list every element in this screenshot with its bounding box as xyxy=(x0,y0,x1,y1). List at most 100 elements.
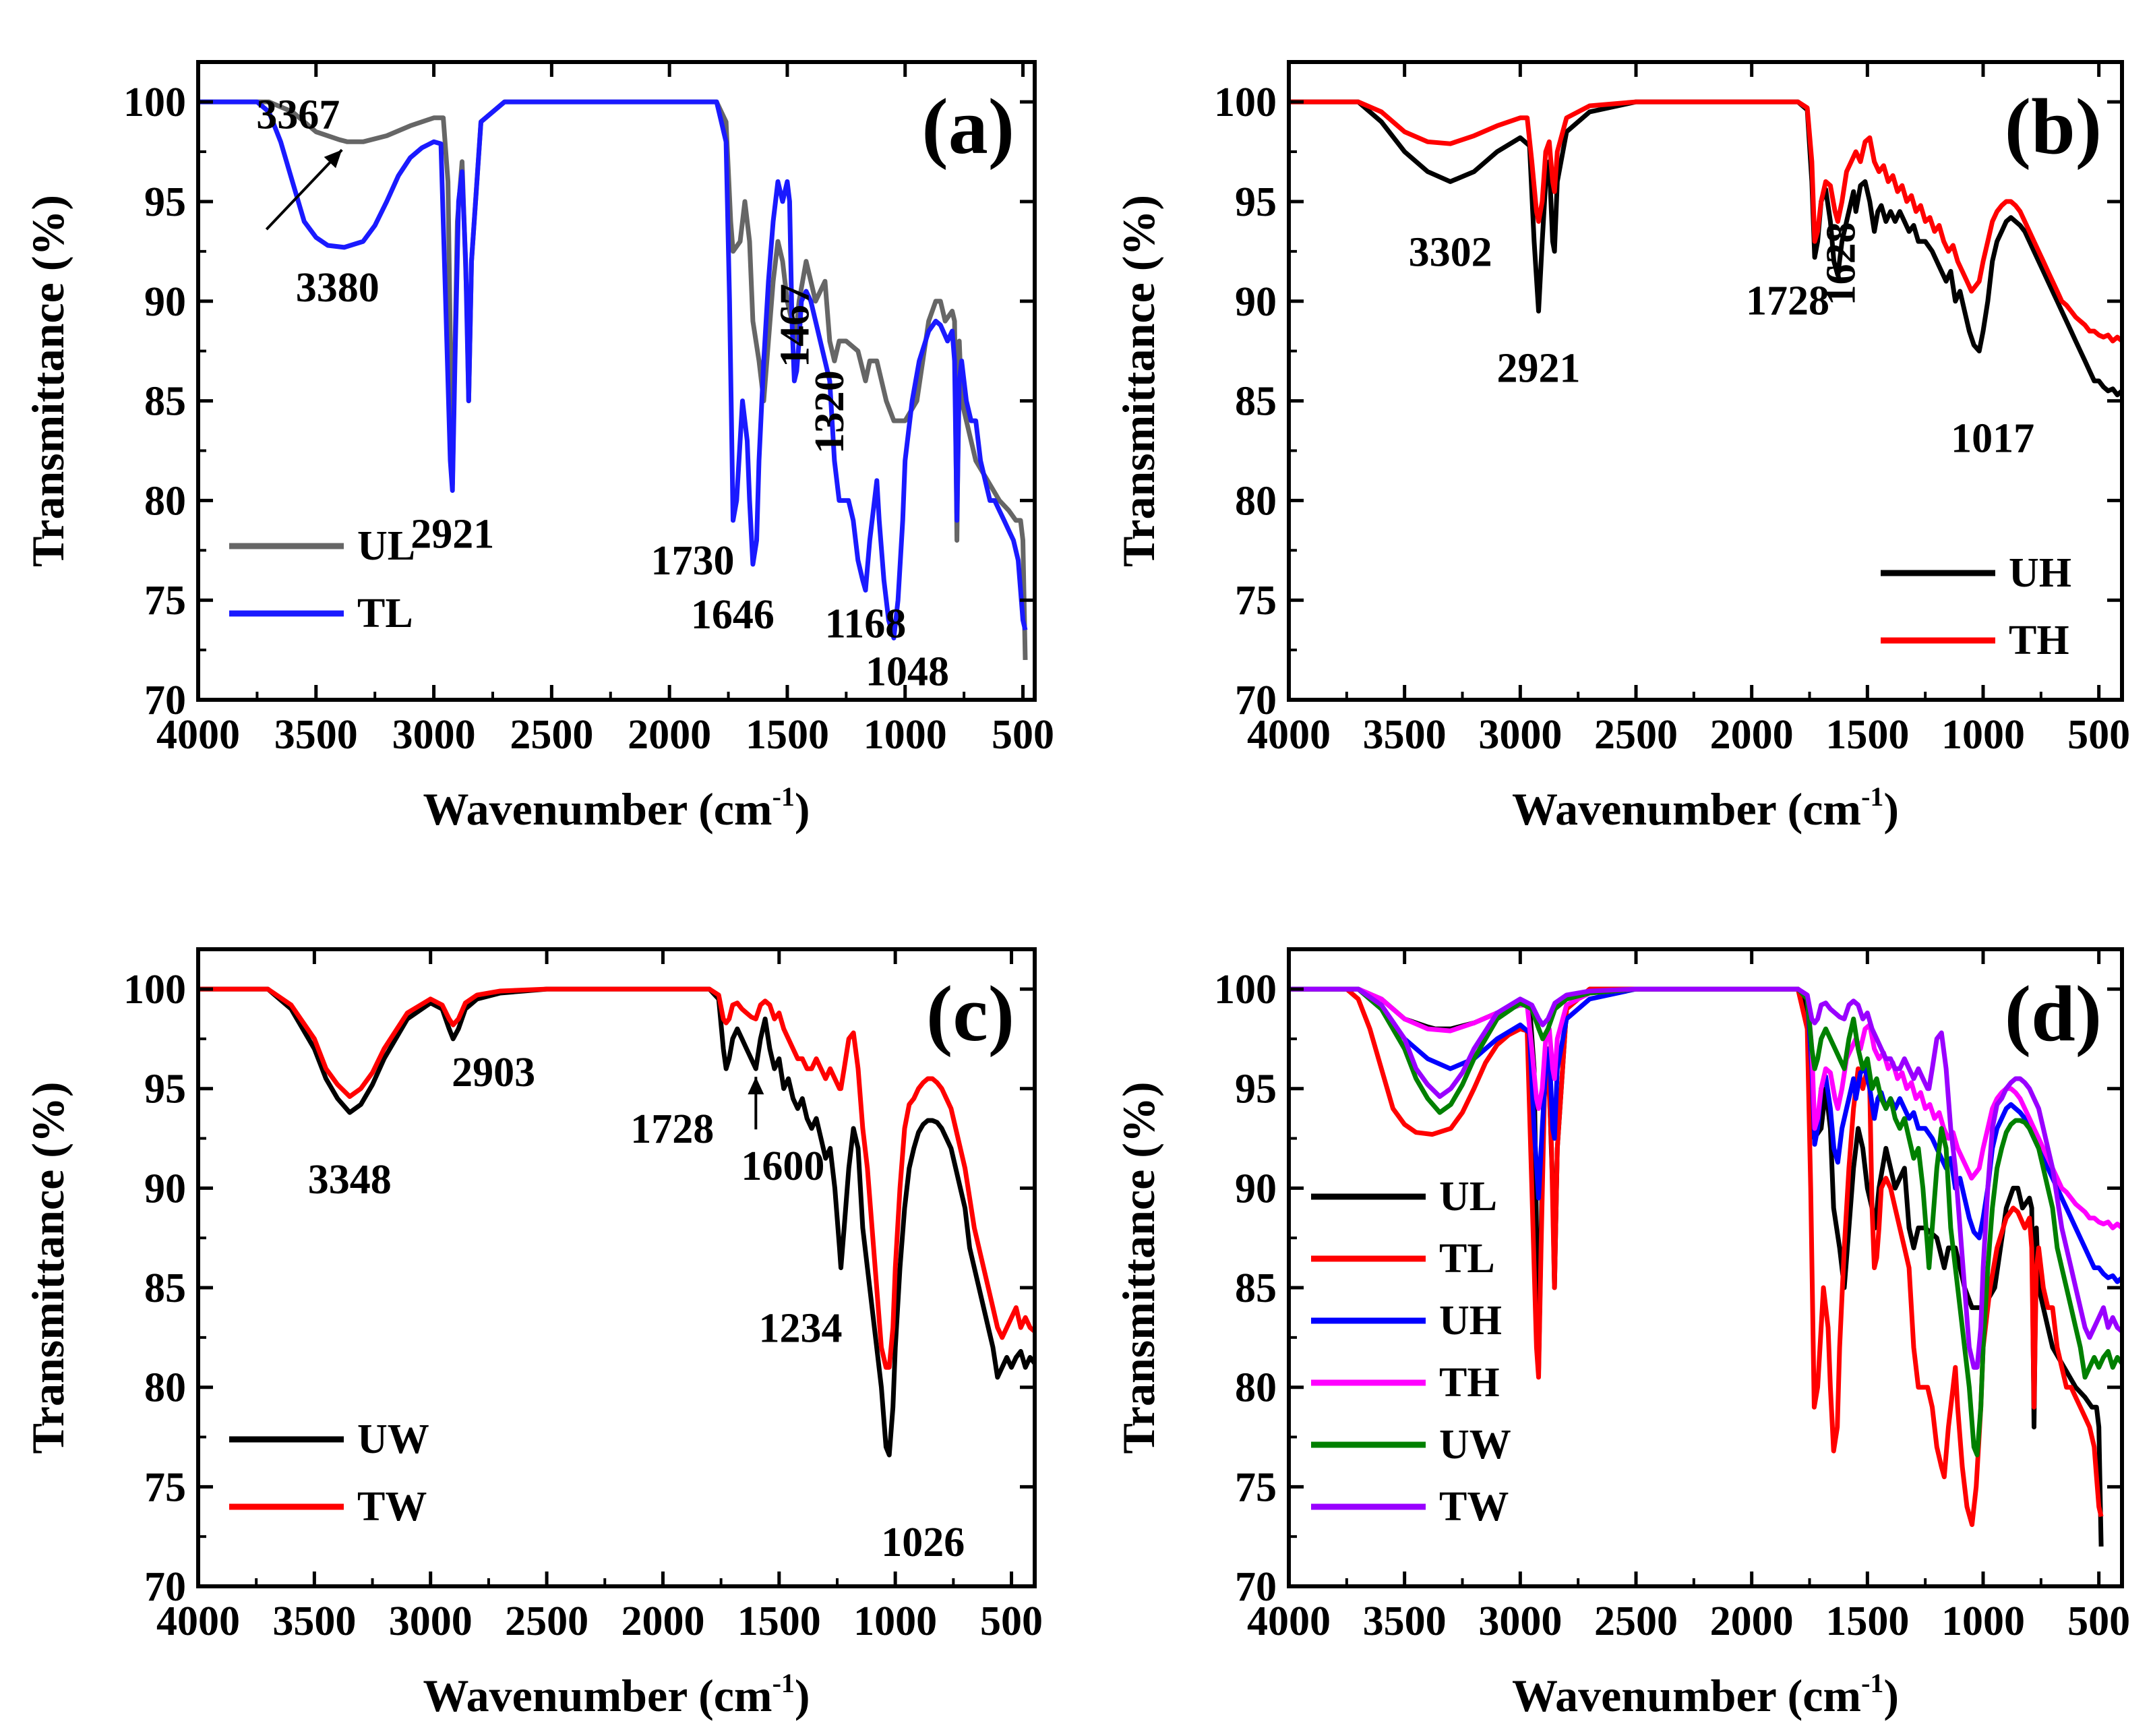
x-tick-label: 3000 xyxy=(1478,712,1562,758)
x-axis-label: Wavenumber (cm-1) xyxy=(423,1668,810,1721)
y-tick-label: 80 xyxy=(144,478,186,524)
peak-label: 1234 xyxy=(759,1306,843,1352)
panel-label: (a) xyxy=(921,82,1014,171)
peak-label: 1728 xyxy=(1746,278,1829,324)
y-tick-label: 100 xyxy=(123,967,186,1013)
y-tick-label: 85 xyxy=(1235,379,1277,425)
y-tick-label: 70 xyxy=(144,1564,186,1610)
y-tick-label: 90 xyxy=(144,279,186,325)
legend-label-ul: UL xyxy=(357,523,415,569)
y-tick-label: 70 xyxy=(144,678,186,723)
legend: UW TW xyxy=(229,1416,429,1530)
y-tick-label: 70 xyxy=(1235,1564,1277,1610)
annotation-arrowhead xyxy=(324,150,342,169)
x-axis-label: Wavenumber (cm-1) xyxy=(423,781,810,835)
legend-label-tl: TL xyxy=(1439,1236,1495,1282)
x-tick-label: 1500 xyxy=(1825,712,1909,758)
y-tick-label: 85 xyxy=(144,379,186,425)
y-tick-label: 75 xyxy=(1235,1464,1277,1510)
peak-label: 1048 xyxy=(866,649,949,694)
peak-label: 1730 xyxy=(651,538,735,584)
peak-label: 3348 xyxy=(308,1157,392,1203)
y-tick-label: 90 xyxy=(1235,1166,1277,1211)
legend-label-th: TH xyxy=(1439,1360,1500,1406)
y-tick-label: 90 xyxy=(1235,279,1277,325)
y-axis-label: Transmittance (%) xyxy=(1113,1081,1164,1454)
x-tick-label: 1000 xyxy=(853,1598,937,1644)
plot-frame xyxy=(1287,60,2124,702)
chart-panel-d: 4000 3500 3000 2500 2000 1500 1000 500 70 75 80 85 9… xyxy=(1113,947,2130,1721)
y-tick-label: 80 xyxy=(1235,1365,1277,1411)
y-tick-label: 100 xyxy=(1214,967,1277,1013)
x-tick-label: 3000 xyxy=(1478,1598,1562,1644)
y-axis-label: Transmittance (%) xyxy=(1113,195,1164,567)
y-tick-label: 75 xyxy=(144,578,186,624)
legend-label-uw: UW xyxy=(1439,1422,1511,1468)
x-axis-label: Wavenumber (cm-1) xyxy=(1512,781,1899,835)
legend-label-ul: UL xyxy=(1439,1174,1497,1220)
plot-frame xyxy=(196,947,1037,1588)
series-line-uw xyxy=(1289,986,2122,1458)
y-tick-label: 75 xyxy=(144,1464,186,1510)
y-tick-label: 95 xyxy=(1235,179,1277,225)
x-tick-label: 4000 xyxy=(1247,712,1331,758)
x-tick-label: 2000 xyxy=(1710,712,1794,758)
series-line-tw xyxy=(198,986,1035,1370)
series-line-tl xyxy=(1289,986,2104,1527)
peak-label: 1628 xyxy=(1818,222,1864,305)
series-line-tw xyxy=(1289,986,2122,1370)
x-tick-label: 1000 xyxy=(863,712,947,758)
y-tick-label: 75 xyxy=(1235,578,1277,624)
x-tick-label: 3500 xyxy=(272,1598,356,1644)
x-tick-label: 2500 xyxy=(505,1598,588,1644)
peak-label: 1467 xyxy=(772,284,818,367)
peak-label: 1026 xyxy=(881,1520,965,1565)
peak-label: 1017 xyxy=(1951,416,2034,462)
chart-panel-a: 4000 3500 3000 2500 2000 1500 1000 500 70 75 80 85 9… xyxy=(22,60,1054,835)
x-tick-label: 2000 xyxy=(621,1598,704,1644)
x-tick-label: 4000 xyxy=(156,712,240,758)
x-tick-label: 3500 xyxy=(274,712,358,758)
x-tick-label: 3000 xyxy=(389,1598,473,1644)
x-tick-label: 2500 xyxy=(1594,1598,1678,1644)
y-tick-label: 85 xyxy=(1235,1265,1277,1311)
y-axis-label: Transmittance (%) xyxy=(22,1081,73,1454)
x-tick-label: 1500 xyxy=(1825,1598,1909,1644)
x-tick-label: 2500 xyxy=(1594,712,1678,758)
panel-label: (d) xyxy=(2005,969,2102,1058)
x-tick-label: 500 xyxy=(980,1598,1043,1644)
peak-label: 1646 xyxy=(691,592,775,638)
legend: UL TL UH TH UW TW xyxy=(1311,1174,1511,1530)
x-tick-label: 1500 xyxy=(737,1598,821,1644)
y-tick-label: 95 xyxy=(144,179,186,225)
series-line-uh xyxy=(1289,986,2122,1284)
x-axis-label: Wavenumber (cm-1) xyxy=(1512,1668,1899,1721)
panel-label: (c) xyxy=(926,969,1014,1058)
y-tick-label: 80 xyxy=(144,1365,186,1411)
x-tick-label: 4000 xyxy=(1247,1598,1331,1644)
legend-label-tw: TW xyxy=(1439,1484,1509,1530)
x-tick-label: 500 xyxy=(992,712,1054,758)
x-tick-label: 2000 xyxy=(628,712,711,758)
y-tick-label: 90 xyxy=(144,1166,186,1211)
annotation-arrow xyxy=(265,148,343,231)
plot-frame xyxy=(1287,947,2124,1588)
peak-label: 1168 xyxy=(825,601,907,647)
peak-label: 3380 xyxy=(296,265,380,311)
legend-label-uh: UH xyxy=(1439,1298,1502,1344)
peak-label: 1600 xyxy=(741,1143,824,1189)
series-line-tl xyxy=(198,99,1028,640)
chart-panel-c: 4000 3500 3000 2500 2000 1500 1000 500 70 75 80 85 9… xyxy=(22,947,1043,1721)
legend-label-tw: TW xyxy=(357,1484,427,1530)
series-line-th xyxy=(1289,99,2122,344)
x-tick-label: 3500 xyxy=(1363,1598,1447,1644)
x-tick-label: 2000 xyxy=(1710,1598,1794,1644)
peak-label: 2921 xyxy=(1496,346,1580,392)
y-tick-label: 80 xyxy=(1235,478,1277,524)
x-tick-label: 1000 xyxy=(1941,712,2025,758)
y-tick-label: 85 xyxy=(144,1265,186,1311)
x-tick-label: 4000 xyxy=(156,1598,240,1644)
series-line-uw xyxy=(198,986,1035,1458)
legend-label-uw: UW xyxy=(357,1416,429,1462)
